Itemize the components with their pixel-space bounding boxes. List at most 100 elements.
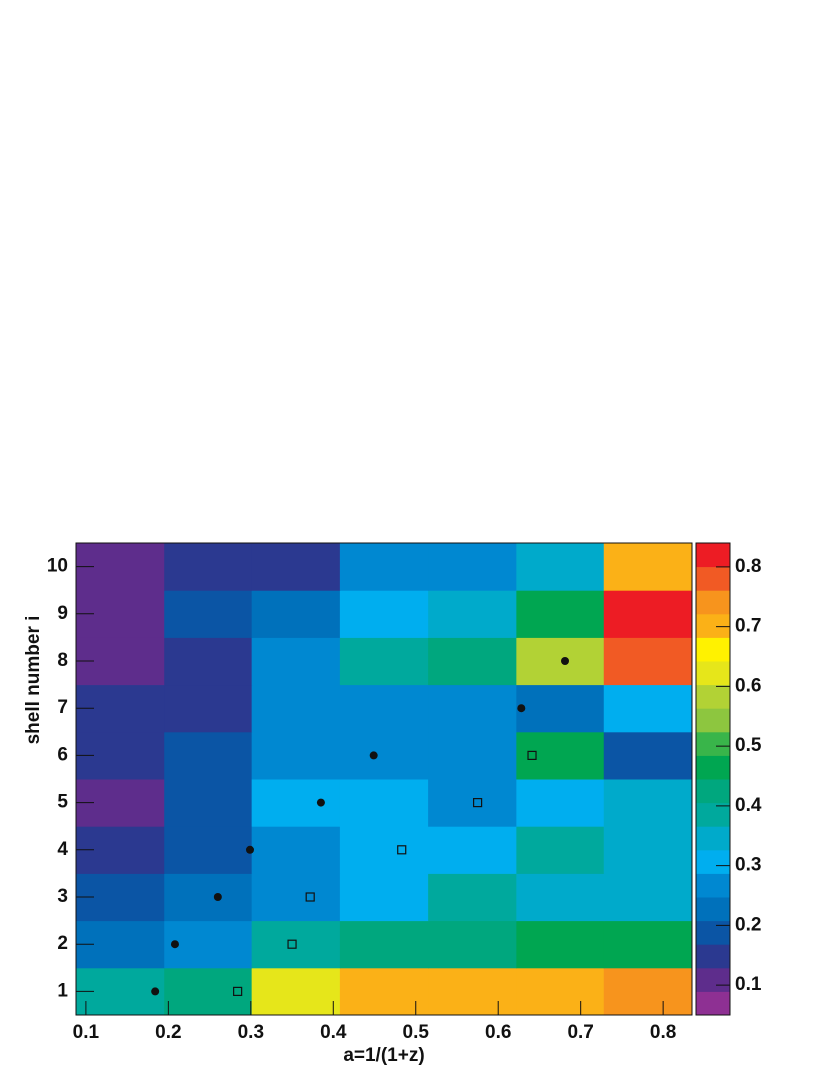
cell xyxy=(164,779,253,827)
y-tick-label: 8 xyxy=(57,650,68,671)
cell xyxy=(339,873,429,922)
x-tick-label: 0.2 xyxy=(155,1022,181,1043)
color-band xyxy=(696,897,730,922)
cell xyxy=(603,779,693,827)
cell xyxy=(164,967,253,1016)
point xyxy=(170,940,179,949)
color-band xyxy=(696,826,730,851)
x-axis-title: a=1/(1+z) xyxy=(343,1045,424,1066)
cell xyxy=(251,543,341,591)
point xyxy=(397,845,407,855)
cell xyxy=(428,731,517,780)
color-band xyxy=(696,944,730,969)
y-tick-label: 6 xyxy=(57,744,68,765)
x-tick-label: 0.4 xyxy=(320,1022,347,1043)
colorbar-frame xyxy=(695,542,731,1016)
colorbar-tick-label: 0.2 xyxy=(735,914,761,935)
cell xyxy=(603,826,693,874)
cell xyxy=(339,967,429,1016)
color-band xyxy=(696,684,730,709)
x-tick-label: 0.1 xyxy=(73,1022,100,1043)
cell xyxy=(516,779,605,827)
point xyxy=(527,750,537,761)
point xyxy=(213,893,222,901)
cell xyxy=(516,637,605,686)
y-tick-label: 1 xyxy=(57,980,68,1001)
y-tick-label: 7 xyxy=(57,697,68,718)
cell xyxy=(428,873,517,922)
x-tick-label: 0.3 xyxy=(238,1022,264,1043)
cell xyxy=(339,637,429,686)
color-band xyxy=(696,779,730,804)
color-band xyxy=(696,755,730,780)
point xyxy=(151,987,160,996)
cell xyxy=(251,779,341,827)
color-band xyxy=(696,849,730,874)
cell xyxy=(164,684,253,733)
colorbar-tick-label: 0.8 xyxy=(735,556,761,577)
color-band xyxy=(696,731,730,756)
cell xyxy=(164,590,253,638)
cell xyxy=(251,826,341,874)
point xyxy=(245,845,254,854)
cell xyxy=(339,590,429,638)
color-band xyxy=(696,802,730,827)
cell xyxy=(428,684,517,733)
cell xyxy=(164,543,253,591)
cell xyxy=(339,684,429,733)
color-band xyxy=(696,991,730,1016)
cell xyxy=(516,967,605,1016)
cell xyxy=(164,873,253,922)
plot-frame xyxy=(75,542,693,1016)
cell xyxy=(603,590,693,638)
cell xyxy=(516,684,605,733)
y-tick-label: 3 xyxy=(57,886,68,907)
x-tick-label: 0.5 xyxy=(403,1022,430,1043)
cell xyxy=(603,637,693,686)
cell xyxy=(339,920,429,969)
cell xyxy=(603,873,693,922)
cell xyxy=(251,967,341,1016)
cell xyxy=(339,543,429,591)
color-band xyxy=(696,566,730,591)
colorbar-tick-label: 0.3 xyxy=(735,855,761,876)
y-axis-title: shell number i xyxy=(23,616,44,745)
x-tick-label: 0.6 xyxy=(485,1022,511,1043)
point xyxy=(316,798,325,807)
cell xyxy=(603,967,693,1016)
cell xyxy=(603,543,693,591)
color-band xyxy=(696,920,730,945)
cell xyxy=(164,731,253,780)
cell xyxy=(164,826,253,874)
color-band xyxy=(696,590,730,615)
color-band xyxy=(696,661,730,686)
cell xyxy=(516,873,605,922)
cell xyxy=(516,543,605,591)
cell xyxy=(251,731,341,780)
cell xyxy=(428,779,517,827)
color-band xyxy=(696,873,730,898)
y-tick-label: 2 xyxy=(57,933,68,954)
y-tick-label: 9 xyxy=(57,603,68,624)
cell xyxy=(516,590,605,638)
colorbar-tick-label: 0.4 xyxy=(735,795,762,816)
point xyxy=(233,986,243,997)
colorbar-tick-label: 0.1 xyxy=(735,974,762,995)
cell xyxy=(164,637,253,686)
colorbar-tick-label: 0.5 xyxy=(735,735,762,756)
y-tick-label: 10 xyxy=(47,556,68,577)
cell xyxy=(428,590,517,638)
colorbar-tick-label: 0.6 xyxy=(735,675,761,696)
cell xyxy=(603,731,693,780)
y-tick-label: 5 xyxy=(57,792,68,813)
cell xyxy=(428,637,517,686)
cell xyxy=(339,731,429,780)
color-band xyxy=(696,637,730,662)
cell xyxy=(251,873,341,922)
x-tick-label: 0.7 xyxy=(567,1022,593,1043)
cell xyxy=(603,920,693,969)
point xyxy=(305,892,315,902)
cell xyxy=(428,920,517,969)
cell xyxy=(251,637,341,686)
